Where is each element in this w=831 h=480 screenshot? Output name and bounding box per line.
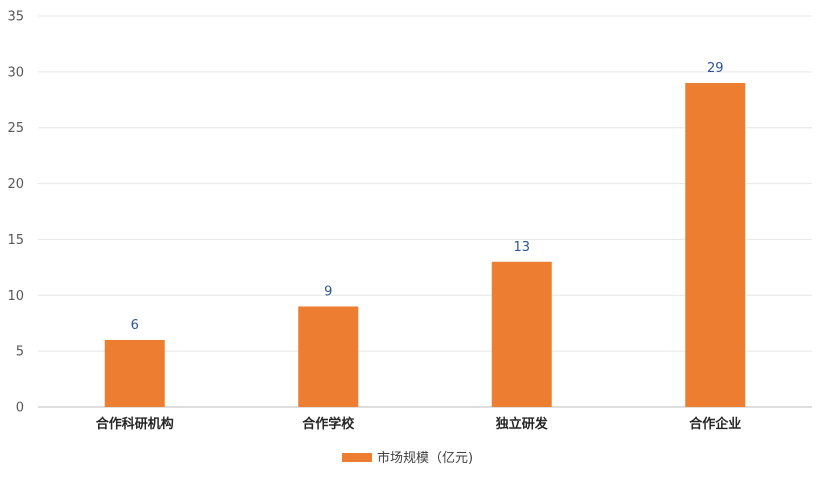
legend-swatch — [342, 453, 372, 462]
bar — [491, 261, 552, 407]
y-tick-label: 35 — [7, 10, 24, 25]
bars — [104, 83, 746, 408]
bar — [104, 339, 165, 407]
y-tick-label: 15 — [7, 233, 24, 248]
x-tick-label: 独立研发 — [496, 416, 549, 432]
y-tick-label: 25 — [7, 121, 24, 136]
data-labels: 6 9 13 29 — [131, 61, 724, 333]
bar-value-label: 9 — [324, 284, 332, 299]
bar-value-label: 13 — [513, 240, 530, 255]
bar-value-label: 29 — [707, 61, 724, 76]
x-tick-label: 合作学校 — [302, 416, 355, 432]
y-tick-label: 5 — [16, 345, 24, 360]
y-axis-ticks: 0 5 10 15 20 25 30 35 — [7, 10, 24, 416]
bar — [298, 306, 359, 407]
bar-value-label: 6 — [131, 318, 139, 333]
x-axis-ticks: 合作科研机构 合作学校 独立研发 合作企业 — [96, 416, 742, 432]
y-tick-label: 0 — [16, 401, 24, 416]
x-tick-label: 合作科研机构 — [96, 416, 174, 432]
y-tick-label: 30 — [7, 65, 24, 80]
y-tick-label: 10 — [7, 289, 24, 304]
legend: 市场规模（亿元) — [342, 450, 473, 466]
legend-label: 市场规模（亿元) — [377, 450, 473, 466]
y-tick-label: 20 — [7, 177, 24, 192]
bar — [685, 83, 746, 408]
gridlines — [38, 15, 812, 408]
x-tick-label: 合作企业 — [689, 416, 741, 432]
